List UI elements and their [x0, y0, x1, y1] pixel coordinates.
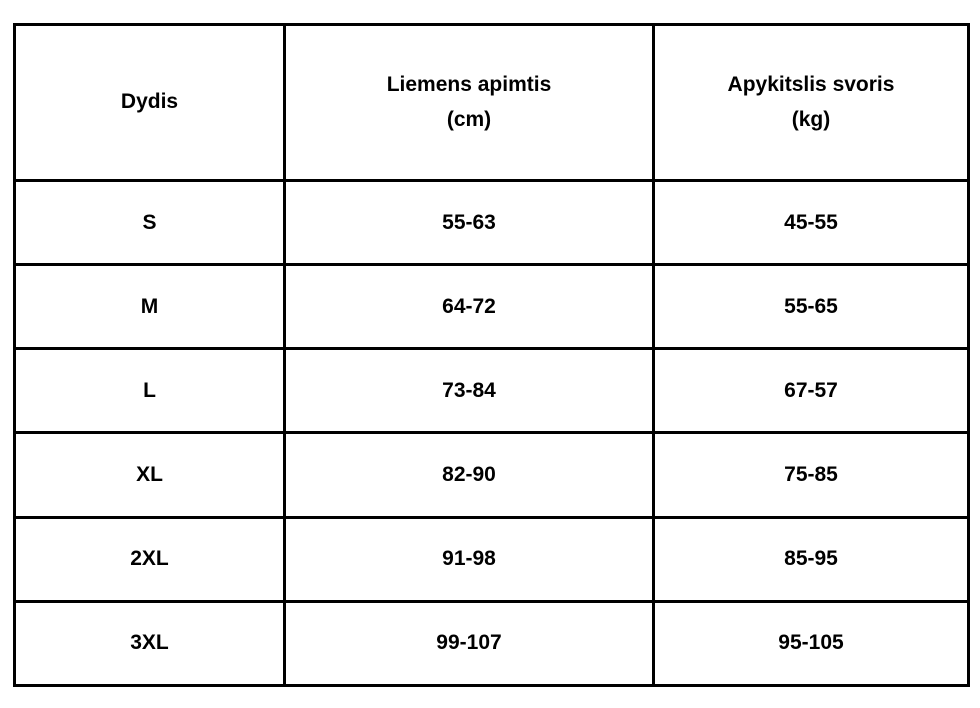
cell-waist: 55-63: [283, 178, 655, 267]
table-row: XL 82-90 75-85: [13, 431, 970, 519]
table-row: M 64-72 55-65: [13, 263, 970, 351]
cell-size: L: [13, 347, 286, 435]
table-row: L 73-84 67-57: [13, 347, 970, 435]
cell-weight: 67-57: [652, 347, 970, 435]
cell-waist: 82-90: [283, 431, 655, 519]
cell-size: 2XL: [13, 515, 286, 603]
table-row: S 55-63 45-55: [13, 178, 970, 267]
cell-weight: 55-65: [652, 263, 970, 351]
cell-weight: 75-85: [652, 431, 970, 519]
cell-weight: 85-95: [652, 515, 970, 603]
size-chart-table: Dydis Liemens apimtis (cm) Apykitslis sv…: [13, 23, 970, 688]
cell-weight: 45-55: [652, 178, 970, 267]
cell-waist: 64-72: [283, 263, 655, 351]
table-row: 3XL 99-107 95-105: [13, 599, 970, 688]
cell-size: XL: [13, 431, 286, 519]
cell-waist: 73-84: [283, 347, 655, 435]
cell-waist: 99-107: [283, 599, 655, 688]
cell-size: M: [13, 263, 286, 351]
header-cell-size: Dydis: [13, 23, 286, 182]
cell-waist: 91-98: [283, 515, 655, 603]
table-header: Dydis Liemens apimtis (cm) Apykitslis sv…: [13, 23, 970, 182]
header-cell-weight: Apykitslis svoris (kg): [652, 23, 970, 182]
table-body: S 55-63 45-55 M 64-72 55-65 L 73-84 67-5…: [13, 178, 970, 688]
table-row: 2XL 91-98 85-95: [13, 515, 970, 603]
cell-size: S: [13, 178, 286, 267]
header-cell-waist: Liemens apimtis (cm): [283, 23, 655, 182]
table-header-row: Dydis Liemens apimtis (cm) Apykitslis sv…: [13, 23, 970, 182]
cell-weight: 95-105: [652, 599, 970, 688]
cell-size: 3XL: [13, 599, 286, 688]
